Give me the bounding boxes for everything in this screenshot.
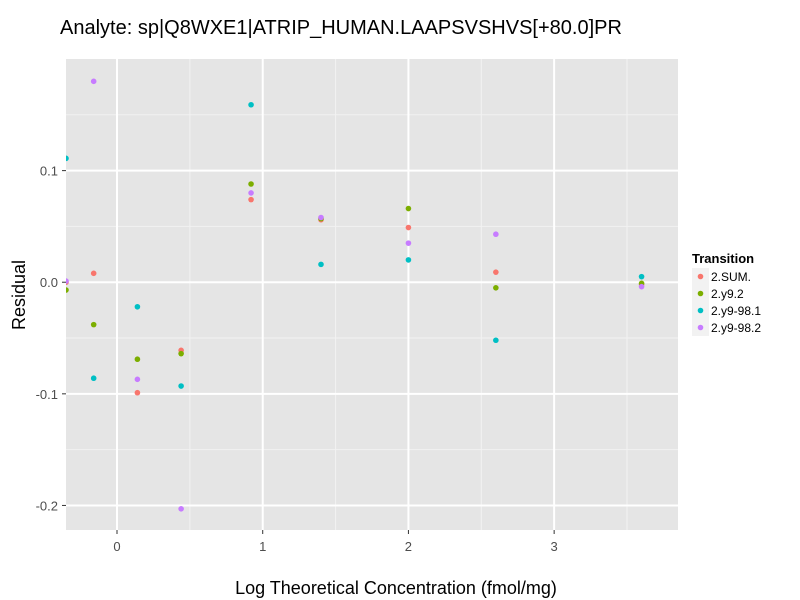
data-point-2-y9-98-2 xyxy=(90,78,97,85)
data-point-2-sum xyxy=(493,269,499,275)
legend-key-marker xyxy=(697,290,704,297)
data-point-2-y9-98-1 xyxy=(90,375,97,382)
x-tick-label: 2 xyxy=(405,539,412,554)
y-tick-label: 0.1 xyxy=(40,164,58,179)
legend-key-marker xyxy=(697,324,704,331)
x-tick-label: 0 xyxy=(113,539,120,554)
data-point-2-y9-2 xyxy=(90,321,97,328)
legend-label: 2.y9-98.2 xyxy=(711,321,761,335)
chart-title: Analyte: sp|Q8WXE1|ATRIP_HUMAN.LAAPSVSHV… xyxy=(60,17,622,39)
data-point-2-y9-98-1 xyxy=(178,383,184,389)
data-point-2-y9-2 xyxy=(493,285,499,291)
data-point-2-y9-98-1 xyxy=(405,257,412,263)
grid-minor xyxy=(66,59,678,530)
y-axis-title: Residual xyxy=(9,260,29,330)
data-point-2-y9-98-1 xyxy=(318,261,324,268)
data-point-2-y9-2 xyxy=(134,356,141,363)
x-tick-label: 1 xyxy=(259,539,266,554)
data-point-2-sum xyxy=(405,224,412,231)
data-point-2-y9-98-2 xyxy=(318,214,324,221)
data-point-2-y9-2 xyxy=(405,205,412,212)
legend-key-marker xyxy=(697,307,704,314)
data-point-2-y9-98-1 xyxy=(493,337,499,344)
data-point-2-y9-2 xyxy=(66,287,69,293)
data-point-2-y9-98-2 xyxy=(66,278,69,284)
y-tick-label: 0.0 xyxy=(40,275,58,290)
y-axis: -0.2 -0.1 0.0 0.1 xyxy=(36,164,66,513)
data-point-2-sum xyxy=(248,196,254,203)
data-point-2-y9-98-2 xyxy=(638,283,645,290)
legend-label: 2.y9.2 xyxy=(711,287,744,301)
data-point-2-y9-98-2 xyxy=(493,231,499,238)
legend-label: 2.y9-98.1 xyxy=(711,304,761,318)
data-point-2-y9-98-1 xyxy=(248,101,254,108)
data-points xyxy=(66,78,645,512)
x-axis-title: Log Theoretical Concentration (fmol/mg) xyxy=(235,578,557,598)
data-point-2-y9-98-2 xyxy=(248,190,254,196)
data-point-2-y9-98-1 xyxy=(134,303,141,310)
data-point-2-sum xyxy=(90,270,97,277)
legend-title: Transition xyxy=(692,251,754,266)
legend-label: 2.SUM. xyxy=(711,270,751,284)
x-tick-label: 3 xyxy=(551,539,558,554)
legend-key-marker xyxy=(697,273,704,280)
data-point-2-sum xyxy=(134,389,141,396)
data-point-2-y9-98-2 xyxy=(405,240,412,246)
data-point-2-y9-98-2 xyxy=(178,505,184,512)
x-axis: 0 1 2 3 xyxy=(113,530,558,554)
data-point-2-y9-98-2 xyxy=(134,376,141,383)
y-tick-label: -0.1 xyxy=(36,387,58,402)
grid-major xyxy=(66,59,678,530)
legend: Transition 2.SUM. 2.y9.2 2.y9-98.1 2.y9-98.… xyxy=(692,251,761,336)
data-point-2-y9-2 xyxy=(178,350,184,357)
data-point-2-y9-2 xyxy=(248,181,254,187)
data-point-2-y9-98-1 xyxy=(638,273,645,280)
plot-panel xyxy=(66,59,678,530)
data-point-2-y9-98-1 xyxy=(66,155,69,162)
y-tick-label: -0.2 xyxy=(36,498,58,513)
